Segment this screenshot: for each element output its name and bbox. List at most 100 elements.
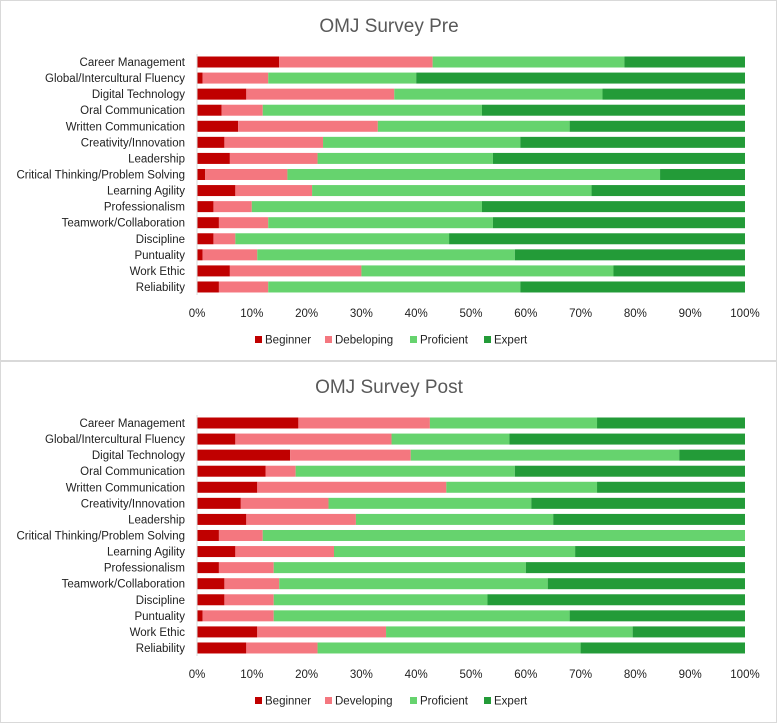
bar-segment-expert (613, 265, 745, 277)
chart-panel-post: OMJ Survey Post Career Management Global/I… (0, 361, 777, 723)
bar-segment-expert (597, 417, 745, 429)
bar-segment-beginner (197, 217, 219, 229)
legend-swatch (255, 336, 262, 343)
bar-segment-debeloping (218, 281, 269, 293)
bar-segment-proficient (257, 249, 515, 261)
category-label: Work Ethic (130, 266, 186, 278)
bar-segment-proficient (355, 513, 554, 525)
bar-segment-proficient (391, 433, 510, 445)
category-label: Global/Intercultural Fluency (45, 434, 185, 446)
legend-label: Beginner (265, 696, 311, 708)
x-tick-label: 90% (679, 308, 702, 320)
bar-segment-developing (257, 481, 447, 493)
bar-segment-proficient (312, 185, 592, 197)
bar-segment-beginner (197, 481, 258, 493)
x-tick-label: 50% (459, 308, 482, 320)
bar-segment-proficient (262, 529, 745, 541)
bar-segment-debeloping (238, 120, 378, 132)
bar-segment-beginner (197, 562, 219, 574)
bar-segment-developing (235, 433, 392, 445)
bar-segment-beginner (197, 546, 236, 558)
bar-segment-proficient (377, 120, 570, 132)
bar-segment-expert (553, 513, 745, 525)
bar-segment-proficient (394, 88, 603, 100)
category-label: Creativity/Innovation (81, 498, 185, 510)
bar-segment-expert (481, 104, 745, 116)
category-label: Leadership (128, 514, 185, 526)
x-tick-label: 100% (730, 308, 759, 320)
bar-segment-expert (492, 217, 745, 229)
category-label: Career Management (80, 418, 186, 430)
bar-segment-beginner (197, 626, 258, 638)
category-label: Digital Technology (92, 89, 185, 101)
bar-segment-expert (624, 56, 745, 68)
x-tick-label: 90% (679, 669, 702, 681)
legend-label: Proficient (420, 335, 469, 347)
bar-segment-proficient (235, 233, 450, 245)
legend-swatch (484, 697, 491, 704)
category-label: Professionalism (104, 563, 185, 575)
x-tick-label: 0% (189, 308, 206, 320)
legend-swatch (410, 336, 417, 343)
x-tick-label: 30% (350, 308, 373, 320)
bar-segment-proficient (268, 281, 521, 293)
bar-segment-expert (449, 233, 745, 245)
x-tick-label: 50% (459, 669, 482, 681)
bar-segment-expert (602, 88, 745, 100)
bar-segment-proficient (361, 265, 614, 277)
bar-segment-proficient (334, 546, 576, 558)
category-label: Professionalism (104, 202, 185, 214)
category-label: Discipline (136, 234, 185, 246)
category-label: Leadership (128, 153, 185, 165)
bar-segment-expert (520, 136, 745, 148)
bar-segment-developing (265, 465, 296, 477)
bar-segment-developing (224, 578, 280, 590)
category-label: Work Ethic (130, 627, 186, 639)
bar-segment-debeloping (246, 88, 395, 100)
bar-segment-beginner (197, 281, 219, 293)
category-label: Digital Technology (92, 450, 185, 462)
bar-segment-beginner (197, 417, 299, 429)
bar-segment-expert (575, 546, 745, 558)
x-tick-label: 30% (350, 669, 373, 681)
bar-segment-expert (514, 465, 745, 477)
x-tick-label: 10% (240, 308, 263, 320)
category-label: Oral Communication (80, 466, 185, 478)
x-tick-label: 40% (405, 669, 428, 681)
bar-segment-proficient (386, 626, 633, 638)
x-tick-label: 80% (624, 669, 647, 681)
bar-segment-expert (514, 249, 745, 261)
bar-segment-proficient (429, 417, 598, 429)
category-label: Reliability (136, 643, 185, 655)
bar-segment-expert (416, 72, 745, 84)
bar-segment-developing (218, 529, 263, 541)
bar-segment-beginner (197, 233, 214, 245)
bar-segment-proficient (328, 497, 532, 509)
bar-segment-debeloping (224, 136, 324, 148)
legend-label: Debeloping (335, 335, 393, 347)
bar-segment-debeloping (205, 168, 288, 180)
bar-segment-beginner (197, 465, 266, 477)
bar-segment-developing (298, 417, 430, 429)
x-tick-label: 60% (514, 308, 537, 320)
bar-segment-expert (569, 120, 745, 132)
chart-title: OMJ Survey Pre (319, 16, 458, 37)
bar-segment-developing (202, 610, 274, 622)
bar-segment-beginner (197, 104, 222, 116)
bar-segment-proficient (268, 217, 493, 229)
legend-label: Beginner (265, 335, 311, 347)
bar-segment-proficient (317, 152, 493, 164)
bar-segment-expert (520, 281, 745, 293)
bar-segment-beginner (197, 185, 236, 197)
bar-segment-beginner (197, 594, 225, 606)
bar-segment-expert (569, 610, 745, 622)
bar-segment-developing (240, 497, 329, 509)
legend-label: Expert (494, 335, 528, 347)
bar-segment-proficient (273, 594, 488, 606)
bar-segment-beginner (197, 120, 239, 132)
bar-segment-beginner (197, 201, 214, 213)
chart-panel-pre: OMJ Survey Pre Career Management Global/In… (0, 0, 777, 361)
bar-segment-beginner (197, 513, 247, 525)
bar-segment-proficient (279, 578, 548, 590)
bar-segment-proficient (273, 610, 570, 622)
